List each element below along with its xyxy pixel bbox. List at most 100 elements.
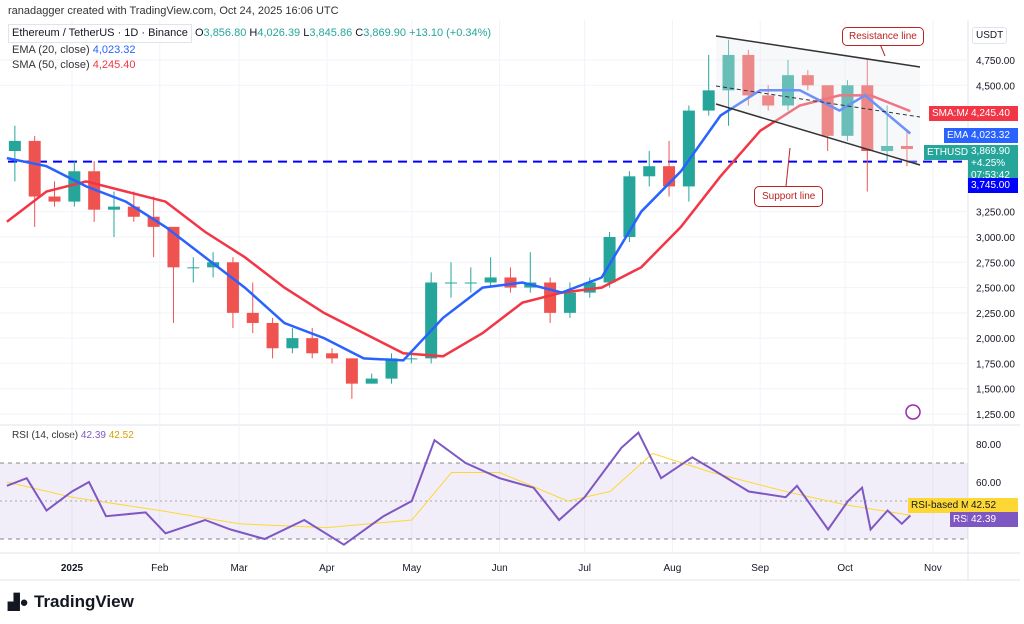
credit-line: ranadagger created with TradingView.com,… [8,5,339,17]
rsi-legend-value: 42.39 [80,430,106,441]
candle [861,85,874,152]
open-value: 3,856.80 [203,27,247,39]
sma-tag-name: SMA:MA [929,106,975,121]
candle [127,206,140,217]
candle [603,236,616,283]
rsi-legend: RSI (14, close) 42.39 42.52 [12,430,134,441]
candle [742,54,755,96]
sma-tag-value: 4,245.40 [968,106,1018,121]
price-tick-label: 2,750.00 [976,258,1015,269]
candle [246,312,259,323]
candle [484,277,497,283]
sma50-line [6,94,911,358]
rsi-tick-label: 60.00 [976,478,1001,489]
price-tick-label: 3,250.00 [976,208,1015,219]
rsi-tick-label: 80.00 [976,440,1001,451]
time-tick-label: Apr [319,563,335,574]
tradingview-logo[interactable]: ▟● TradingView [8,592,134,612]
candle [722,54,735,91]
candle [8,140,21,152]
chart-legend: Ethereum / TetherUS · 1D · Binance O3,85… [8,24,491,73]
currency-label[interactable]: USDT [972,27,1008,44]
candle [107,206,120,210]
candle [464,282,477,284]
time-tick-label: Sep [751,563,769,574]
ema20-line [6,89,912,362]
rsi-tag-value: 42.39 [968,512,1018,527]
candle [762,95,775,106]
candle [563,292,576,313]
ema-tag-value: 4,023.32 [968,128,1018,143]
price-tick-label: 2,500.00 [976,284,1015,295]
low-value: 3,845.86 [309,27,353,39]
rsi-ma-tag-value: 42.52 [968,498,1018,513]
rsi-ma-legend-value: 42.52 [108,430,134,441]
resistance-label: Resistance line [842,27,924,46]
candle [226,262,239,313]
support-label: Support line [754,186,824,207]
resistance-line [715,35,921,68]
price-tick-label: 2,000.00 [976,334,1015,345]
ema-legend-value: 4,023.32 [92,44,136,56]
price-change-pct: +4.25% [971,158,1006,169]
support-line [715,103,921,166]
rsi-tag-name: RSI [950,512,973,527]
channel-fill [716,36,920,165]
symbol-title[interactable]: Ethereum / TetherUS · 1D · Binance [8,24,192,43]
price-tick-label: 4,750.00 [976,56,1015,67]
candle [682,110,695,187]
channel-midline [715,85,921,118]
time-tick-label: Aug [663,563,681,574]
time-tick-label: Feb [151,563,169,574]
candle [444,282,457,284]
time-tick-label: Jul [578,563,591,574]
last-price: 3,869.90 [971,146,1010,157]
rsi-ma-line [6,452,911,529]
candle [900,145,913,150]
candle [147,216,160,227]
price-tick-label: 1,750.00 [976,359,1015,370]
candle [801,75,814,86]
bar-countdown: 07:53:42 [971,170,1010,181]
time-tick-label: May [402,563,421,574]
alert-icon [905,404,921,420]
brand-name: TradingView [34,592,134,611]
price-tick-label: 4,500.00 [976,81,1015,92]
price-tick-label: 1,500.00 [976,385,1015,396]
candle [583,282,596,293]
candle [326,353,339,359]
candle [48,196,61,202]
rsi-legend-label[interactable]: RSI (14, close) [12,430,79,441]
rsi-line [6,430,911,546]
support-arrow [785,147,791,187]
resistance-arrow [879,43,886,57]
sma-legend-value: 4,245.40 [92,59,136,71]
candle [187,267,200,269]
symbol-tag-name: ETHUSDT [924,145,978,160]
price-tick-label: 3,000.00 [976,233,1015,244]
candle [841,85,854,136]
candle [881,145,894,152]
level-tag: 3,745.00 [968,178,1018,193]
candle [266,322,279,349]
rsi-ma-tag-name: RSI-based MA [908,498,980,513]
time-tick-label: Jun [492,563,508,574]
candle [286,338,299,349]
ema-tag-name: EMA [944,128,972,143]
candle [504,277,517,288]
time-tick-label: Oct [837,563,853,574]
sma-legend-label[interactable]: SMA (50, close) [12,59,90,71]
candle [365,378,378,384]
price-tick-label: 2,250.00 [976,309,1015,320]
price-tick-label: 1,250.00 [976,410,1015,421]
candle [385,358,398,379]
time-tick-label: 2025 [61,563,84,574]
ema-legend-label[interactable]: EMA (20, close) [12,44,90,56]
high-value: 4,026.39 [257,27,301,39]
candle [345,358,358,384]
candle [623,176,636,237]
candle [306,338,319,354]
candle [425,282,438,359]
close-value: 3,869.90 [363,27,407,39]
